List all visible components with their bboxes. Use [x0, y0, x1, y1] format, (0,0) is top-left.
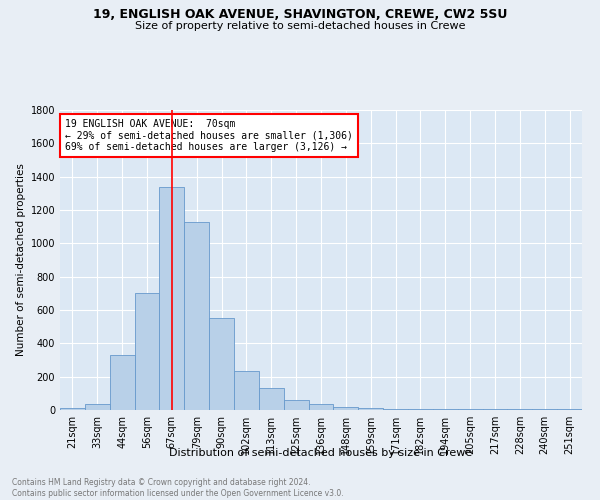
- Bar: [433, 409, 458, 410]
- Text: 19 ENGLISH OAK AVENUE:  70sqm
← 29% of semi-detached houses are smaller (1,306)
: 19 ENGLISH OAK AVENUE: 70sqm ← 29% of se…: [65, 119, 353, 152]
- Bar: [482, 409, 508, 410]
- Bar: [284, 400, 308, 410]
- Text: 19, ENGLISH OAK AVENUE, SHAVINGTON, CREWE, CW2 5SU: 19, ENGLISH OAK AVENUE, SHAVINGTON, CREW…: [93, 8, 507, 20]
- Bar: [532, 409, 557, 410]
- Bar: [85, 404, 110, 410]
- Bar: [259, 388, 284, 410]
- Bar: [160, 186, 184, 410]
- Bar: [110, 355, 134, 410]
- Text: Distribution of semi-detached houses by size in Crewe: Distribution of semi-detached houses by …: [169, 448, 473, 458]
- Bar: [508, 409, 532, 410]
- Text: Size of property relative to semi-detached houses in Crewe: Size of property relative to semi-detach…: [135, 21, 465, 31]
- Bar: [383, 409, 408, 410]
- Text: Contains HM Land Registry data © Crown copyright and database right 2024.
Contai: Contains HM Land Registry data © Crown c…: [12, 478, 344, 498]
- Bar: [358, 408, 383, 410]
- Bar: [60, 408, 85, 410]
- Y-axis label: Number of semi-detached properties: Number of semi-detached properties: [16, 164, 26, 356]
- Bar: [209, 318, 234, 410]
- Bar: [334, 406, 358, 410]
- Bar: [308, 404, 334, 410]
- Bar: [408, 409, 433, 410]
- Bar: [184, 222, 209, 410]
- Bar: [134, 294, 160, 410]
- Bar: [234, 371, 259, 410]
- Bar: [458, 409, 482, 410]
- Bar: [557, 409, 582, 410]
